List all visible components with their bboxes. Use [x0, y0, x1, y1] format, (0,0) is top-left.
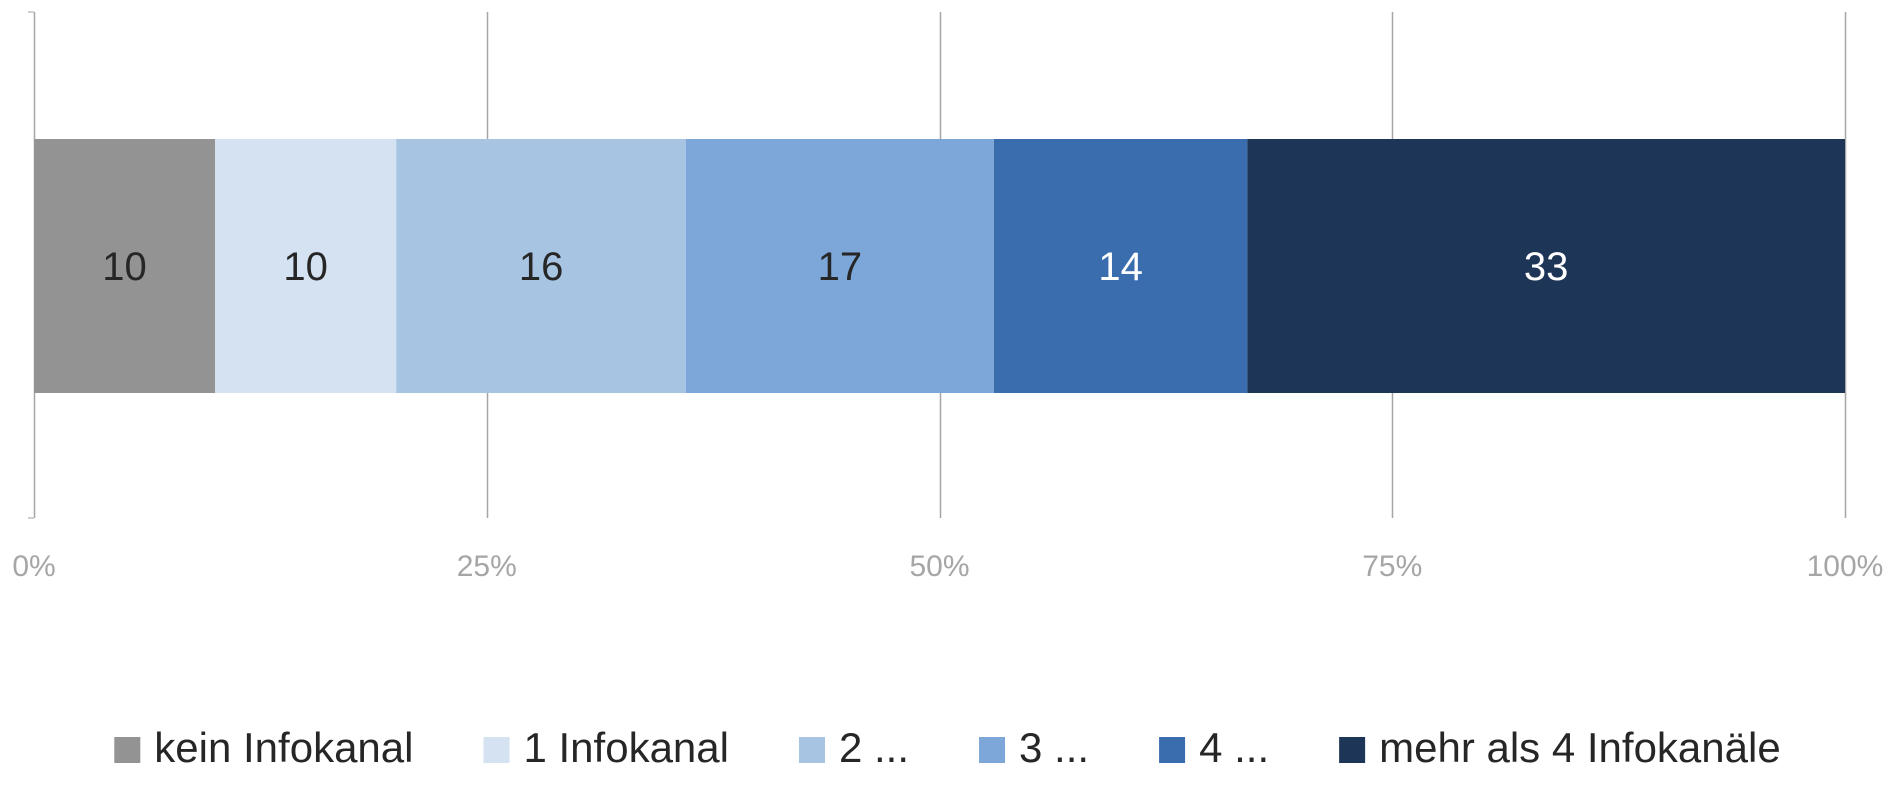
- x-tick-label: 75%: [1362, 550, 1422, 583]
- bar-segments: [34, 139, 1845, 393]
- bar-segment: [396, 139, 686, 393]
- data-label: 14: [1098, 245, 1143, 289]
- legend-item: kein Infokanal: [114, 724, 413, 771]
- legend-swatch: [1159, 737, 1186, 763]
- data-label: 17: [818, 245, 863, 289]
- bar-segment: [215, 139, 397, 393]
- legend-swatch: [798, 737, 825, 763]
- x-tick-label: 25%: [457, 550, 517, 583]
- legend-label: 1 Infokanal: [523, 724, 729, 771]
- legend-label: kein Infokanal: [154, 724, 413, 771]
- bar-segment: [34, 139, 216, 393]
- legend-item: mehr als 4 Infokanäle: [1339, 724, 1781, 771]
- legend-swatch: [979, 737, 1006, 763]
- data-label: 16: [519, 245, 564, 289]
- data-label: 10: [283, 245, 328, 289]
- legend-label: 4 ...: [1199, 724, 1269, 771]
- legend-label: 2 ...: [839, 724, 909, 771]
- data-labels: 10 10 16 17 14 33: [102, 245, 1568, 289]
- x-tick-label: 100%: [1807, 550, 1884, 583]
- bar-segment: [1247, 139, 1845, 393]
- bar-segment: [993, 139, 1248, 393]
- legend-swatch: [483, 737, 510, 763]
- x-tick-label: 50%: [909, 550, 969, 583]
- legend-item: 3 ...: [979, 724, 1089, 771]
- x-axis-tick-labels: 0% 25% 50% 75% 100%: [12, 550, 1883, 583]
- legend-item: 2 ...: [798, 724, 909, 771]
- legend-swatch: [1339, 737, 1366, 763]
- bar-segment: [685, 139, 994, 393]
- legend-label: 3 ...: [1019, 724, 1089, 771]
- x-tick-label: 0%: [12, 550, 55, 583]
- legend-swatch: [114, 737, 141, 763]
- legend: kein Infokanal 1 Infokanal 2 ... 3 ... 4 ...…: [114, 724, 1781, 771]
- data-label: 33: [1524, 245, 1569, 289]
- legend-item: 1 Infokanal: [483, 724, 729, 771]
- legend-item: 4 ...: [1159, 724, 1269, 771]
- legend-label: mehr als 4 Infokanäle: [1379, 724, 1781, 771]
- data-label: 10: [102, 245, 147, 289]
